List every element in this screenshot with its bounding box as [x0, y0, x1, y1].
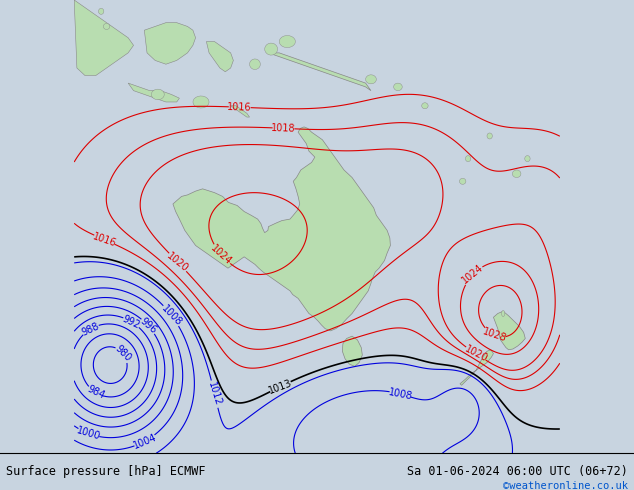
- Text: 1018: 1018: [271, 123, 296, 134]
- Polygon shape: [422, 103, 428, 109]
- Polygon shape: [128, 83, 179, 102]
- Text: 1012: 1012: [206, 381, 223, 407]
- Text: 992: 992: [121, 314, 142, 330]
- Polygon shape: [98, 8, 104, 14]
- Text: Sa 01-06-2024 06:00 UTC (06+72): Sa 01-06-2024 06:00 UTC (06+72): [407, 465, 628, 478]
- Text: 1016: 1016: [91, 231, 118, 248]
- Text: 988: 988: [80, 320, 101, 337]
- Polygon shape: [525, 156, 530, 162]
- Text: 980: 980: [113, 343, 133, 364]
- Text: 1028: 1028: [481, 326, 508, 343]
- Text: 1008: 1008: [387, 387, 413, 401]
- Polygon shape: [501, 311, 505, 317]
- Polygon shape: [487, 133, 493, 139]
- Text: 1000: 1000: [75, 425, 102, 442]
- Text: 984: 984: [86, 384, 107, 401]
- Polygon shape: [231, 106, 250, 117]
- Polygon shape: [265, 43, 278, 55]
- Text: Surface pressure [hPa] ECMWF: Surface pressure [hPa] ECMWF: [6, 465, 206, 478]
- Polygon shape: [280, 36, 295, 48]
- Polygon shape: [394, 83, 402, 91]
- Polygon shape: [74, 0, 134, 75]
- Polygon shape: [366, 75, 377, 84]
- Text: 1020: 1020: [165, 250, 190, 274]
- Polygon shape: [512, 170, 521, 177]
- Text: 1004: 1004: [131, 432, 158, 451]
- Polygon shape: [460, 350, 493, 385]
- Text: 996: 996: [138, 316, 158, 336]
- Polygon shape: [465, 156, 471, 162]
- Text: 1024: 1024: [209, 243, 234, 267]
- Polygon shape: [145, 23, 196, 64]
- Polygon shape: [152, 89, 164, 99]
- Polygon shape: [460, 178, 466, 184]
- Polygon shape: [250, 59, 261, 70]
- Text: 1008: 1008: [159, 303, 183, 327]
- Polygon shape: [103, 24, 110, 29]
- Polygon shape: [207, 42, 233, 72]
- Polygon shape: [342, 336, 362, 367]
- Text: 1024: 1024: [460, 263, 486, 286]
- Text: 1013: 1013: [267, 378, 294, 395]
- Polygon shape: [193, 96, 209, 108]
- Polygon shape: [173, 127, 391, 331]
- Text: 1016: 1016: [228, 102, 252, 113]
- Polygon shape: [493, 311, 526, 350]
- Text: ©weatheronline.co.uk: ©weatheronline.co.uk: [503, 481, 628, 490]
- Text: 1020: 1020: [463, 343, 489, 364]
- Polygon shape: [268, 53, 371, 91]
